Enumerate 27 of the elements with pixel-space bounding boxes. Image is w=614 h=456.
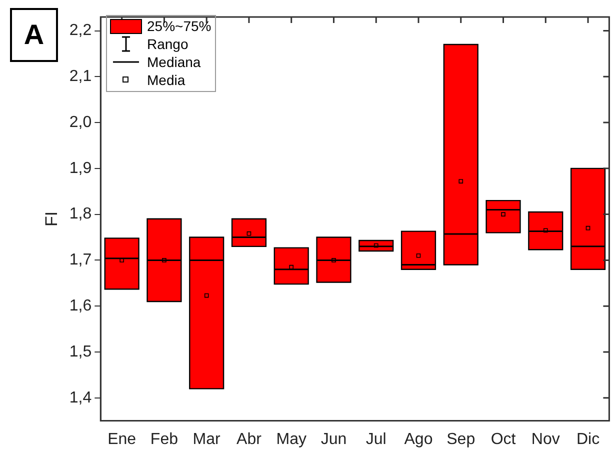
- x-tick-label: May: [276, 430, 306, 448]
- y-axis-title: FI: [42, 211, 61, 226]
- y-tick-label: 1,8: [69, 206, 92, 223]
- legend-label: 25%~75%: [147, 17, 212, 35]
- y-tick-label: 2,0: [69, 114, 92, 131]
- x-tick-label: Oct: [490, 430, 516, 448]
- annotation: Mediana: [147, 53, 201, 71]
- annotation: Rango: [147, 35, 188, 53]
- x-tick-label: Sep: [446, 430, 476, 448]
- x-tick-label: Jul: [366, 430, 386, 448]
- x-tick-label: Ago: [404, 430, 433, 448]
- x-tick-label: Nov: [531, 430, 560, 448]
- y-tick-label: 1,7: [69, 252, 92, 269]
- y-tick-label: 1,5: [69, 343, 92, 360]
- x-tick-label: Dic: [576, 430, 600, 448]
- y-tick-label: 2,2: [69, 22, 92, 40]
- text: A: [10, 8, 58, 62]
- x-tick-label: Feb: [150, 430, 178, 448]
- y-tick-label: 2,1: [69, 68, 92, 86]
- x-tick-label: Ene: [108, 430, 136, 448]
- x-tick-label: Jun: [320, 430, 347, 448]
- annotation: Media: [147, 71, 186, 89]
- y-tick-label: 1,9: [69, 160, 92, 177]
- y-tick-label: 1,6: [69, 297, 92, 314]
- x-tick-label: Mar: [192, 430, 222, 448]
- y-tick-label: 1,4: [69, 389, 92, 406]
- x-tick-label: Abr: [236, 430, 262, 448]
